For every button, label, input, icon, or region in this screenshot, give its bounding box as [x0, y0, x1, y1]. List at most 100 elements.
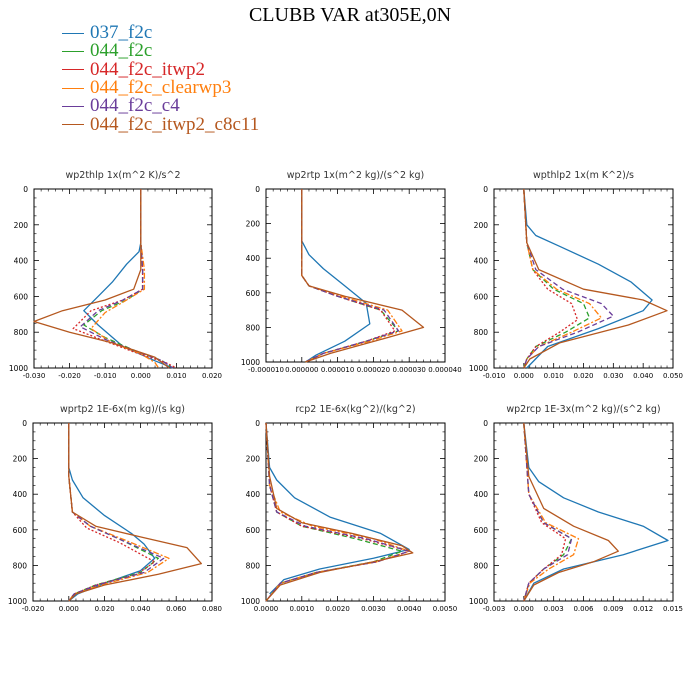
legend-label: 044_f2c_c4 — [90, 95, 180, 117]
legend-label: 037_f2c — [90, 22, 153, 44]
legend-label: 044_f2c_clearwp3 — [90, 77, 232, 99]
legend-line-swatch — [62, 50, 84, 52]
series-line-044_f2c — [265, 422, 403, 602]
x-tick-label: -0.020 — [22, 605, 45, 613]
y-tick-label: 800 — [246, 323, 261, 332]
x-tick-label: 0.0040 — [397, 605, 422, 613]
plot-frame — [265, 422, 446, 602]
x-tick-label: 0.020 — [573, 372, 593, 380]
x-tick-label: 0.020 — [95, 605, 115, 613]
series-line-044_f2c_itwp2 — [265, 422, 410, 602]
x-tick-label: -0.003 — [483, 605, 506, 613]
y-tick-label: 200 — [246, 455, 261, 464]
y-tick-label: 200 — [246, 220, 261, 229]
x-tick-label: 0.040 — [633, 372, 653, 380]
y-tick-label: 400 — [14, 257, 29, 266]
y-tick-label: 0 — [255, 185, 260, 194]
plot-frame — [32, 422, 213, 602]
series-line-044_f2c_itwp2 — [523, 422, 567, 602]
x-tick-label: 0.020 — [202, 372, 222, 380]
y-tick-label: 0 — [483, 419, 488, 428]
series-line-044_f2c_clearwp3 — [265, 422, 410, 602]
series-line-044_f2c_itwp2_c8c11 — [265, 422, 414, 602]
legend-line-swatch — [62, 69, 84, 71]
plot-frame — [265, 188, 446, 363]
y-tick-label: 200 — [474, 221, 489, 230]
x-tick-label: 0.030 — [603, 372, 623, 380]
x-tick-label: 0.010 — [166, 372, 186, 380]
series-line-037_f2c — [523, 188, 653, 369]
plot-frame — [33, 188, 213, 369]
x-tick-label: 0.009 — [603, 605, 623, 613]
x-tick-label: 0.000 — [59, 605, 79, 613]
series-line-044_f2c — [68, 423, 159, 602]
series-line-037_f2c — [83, 189, 174, 369]
y-tick-label: 600 — [474, 292, 489, 301]
x-tick-label: 0.050 — [663, 372, 683, 380]
panel-2: wp2rtp 1x(m^2 kg)/(s^2 kg)-0.000010 0.000… — [241, 170, 462, 374]
series-line-044_f2c_c4 — [265, 422, 410, 602]
x-tick-label: 0.000000 — [285, 366, 318, 374]
series-line-044_f2c_clearwp3 — [90, 189, 160, 369]
x-tick-label: 0.000 — [131, 372, 151, 380]
panel-title: wp2rcp 1E-3x(m^2 kg)/(s^2 kg) — [506, 404, 660, 415]
series-line-037_f2c — [265, 422, 410, 595]
x-tick-label: -0.020 — [58, 372, 81, 380]
y-tick-label: 400 — [13, 490, 28, 499]
legend-entry: 044_f2c_itwp2_c8c11 — [62, 115, 259, 134]
panel-3: wpthlp2 1x(m K^2)/s -0.010 0.000 0.010 0.020… — [469, 170, 683, 380]
legend-entry: 044_f2c_c4 — [62, 95, 259, 117]
legend-line-swatch — [62, 124, 84, 126]
x-tick-label: 0.000020 — [357, 366, 390, 374]
x-tick-label: 0.080 — [202, 605, 222, 613]
y-tick-label: 800 — [13, 561, 28, 570]
y-tick-label: 1000 — [469, 364, 488, 373]
x-tick-label: 0.010 — [544, 372, 564, 380]
legend-label: 044_f2c — [90, 40, 153, 62]
series-line-044_f2c_itwp2_c8c11 — [523, 188, 668, 369]
y-tick-label: 200 — [474, 455, 489, 464]
legend-entry: 044_f2c_clearwp3 — [62, 77, 259, 99]
panel-6: wp2rcp 1E-3x(m^2 kg)/(s^2 kg) -0.003 0.000… — [469, 404, 683, 613]
figure-title: CLUBB VAR at305E,0N — [248, 4, 452, 26]
legend-entry: 044_f2c — [62, 40, 259, 62]
panel-5: rcp2 1E-6x(kg^2)/(kg^2) 0.0000 0.0010 0.002… — [241, 404, 457, 613]
y-tick-label: 600 — [13, 526, 28, 535]
panel-title: wprtp2 1E-6x(m kg)/(s kg) — [60, 404, 185, 415]
series-line-044_f2c — [523, 188, 591, 369]
x-tick-label: 0.000010 — [321, 366, 354, 374]
x-tick-label: 0.000030 — [392, 366, 425, 374]
x-tick-label: 0.015 — [663, 605, 683, 613]
y-tick-label: 1000 — [8, 597, 27, 606]
panel-title: wp2thlp 1x(m^2 K)/s^2 — [65, 170, 180, 181]
panel-4: wprtp2 1E-6x(m kg)/(s kg) -0.020 0.000 0.02… — [8, 404, 222, 613]
panel-title: rcp2 1E-6x(kg^2)/(kg^2) — [295, 404, 415, 415]
x-tick-label: -0.010 — [483, 372, 506, 380]
series-line-044_f2c_itwp2_c8c11 — [33, 189, 170, 369]
y-tick-label: 800 — [246, 561, 261, 570]
series-line-044_f2c_clearwp3 — [523, 188, 603, 369]
y-tick-label: 0 — [23, 185, 28, 194]
series-line-044_f2c_itwp2_c8c11 — [301, 189, 425, 363]
legend: 037_f2c 044_f2c 044_f2c_itwp2 044_f2c_clear… — [62, 22, 259, 134]
series-line-037_f2c — [523, 422, 669, 602]
plot-frame — [493, 188, 674, 369]
y-tick-label: 800 — [14, 328, 29, 337]
plot-frame — [493, 422, 674, 602]
legend-entry: 044_f2c_itwp2 — [62, 58, 259, 80]
y-tick-label: 1000 — [9, 364, 28, 373]
x-tick-label: 0.060 — [166, 605, 186, 613]
legend-label: 044_f2c_itwp2 — [90, 58, 206, 80]
x-tick-label: 0.000 — [514, 372, 534, 380]
y-tick-label: 400 — [474, 257, 489, 266]
series-line-044_f2c_c4 — [79, 189, 174, 369]
x-tick-label: 0.006 — [573, 605, 594, 613]
y-tick-label: 400 — [246, 490, 261, 499]
series-line-044_f2c_c4 — [523, 422, 573, 602]
y-tick-label: 1000 — [469, 597, 488, 606]
x-tick-label: 0.000 — [514, 605, 534, 613]
x-tick-label: 0.012 — [633, 605, 653, 613]
series-line-037_f2c — [301, 189, 371, 363]
y-tick-label: 200 — [14, 221, 29, 230]
